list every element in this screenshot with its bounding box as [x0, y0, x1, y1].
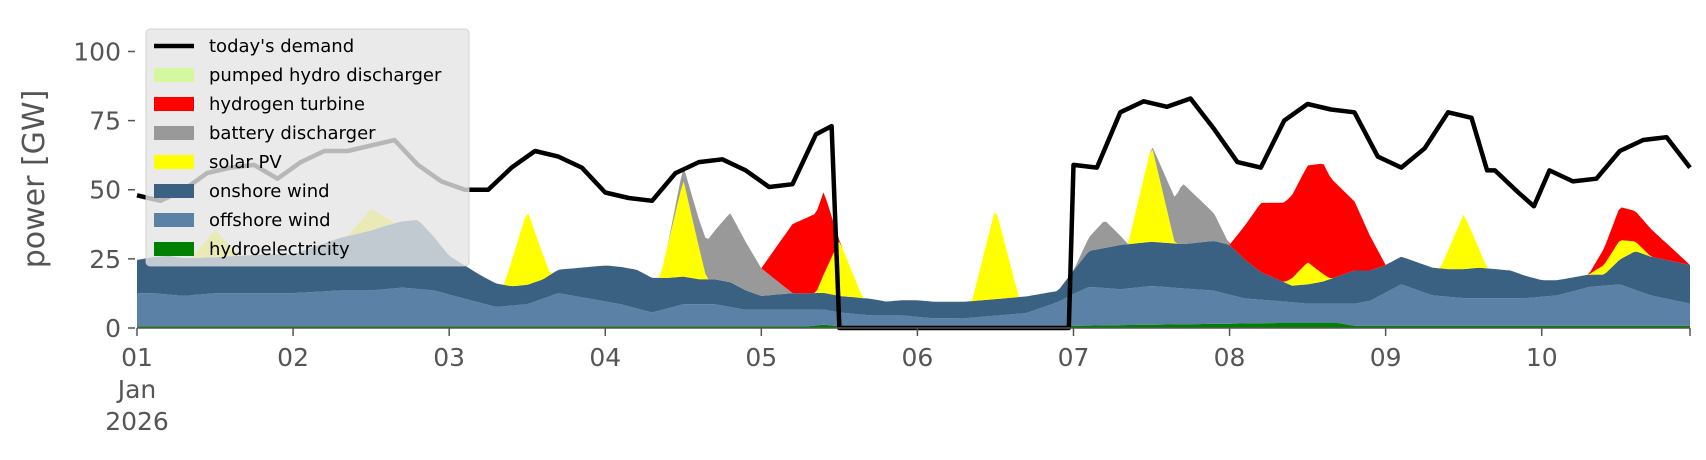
x-tick-label: 10 [1526, 343, 1558, 372]
area-hydrogen-turbine [137, 147, 1690, 302]
legend-label-pumped-hydro-discharger: pumped hydro discharger [209, 65, 442, 86]
legend-swatch-pumped-hydro-discharger [154, 68, 194, 82]
area-solar-pv [137, 149, 1690, 302]
legend-label-battery-discharger: battery discharger [209, 123, 376, 144]
legend-label-today-s-demand: today's demand [209, 36, 354, 57]
x-tick-label: 08 [1214, 343, 1246, 372]
legend-label-hydrogen-turbine: hydrogen turbine [209, 94, 365, 115]
legend: today's demand pumped hydro discharger hyd… [145, 28, 470, 267]
legend-swatch-hydroelectricity [154, 242, 194, 256]
y-tick-label: 100 [73, 37, 121, 66]
x-tick-label: 04 [589, 343, 621, 372]
y-tick-label: 25 [89, 245, 121, 274]
legend-label-hydroelectricity: hydroelectricity [209, 239, 350, 260]
x-tick-label: 01 [121, 343, 153, 372]
x-tick-label: 2026 [105, 407, 169, 436]
x-tick-label: 09 [1370, 343, 1402, 372]
x-tick-label: 06 [901, 343, 933, 372]
area-onshore-wind [137, 220, 1690, 319]
y-tick-label: 75 [89, 107, 121, 136]
legend-swatch-offshore-wind [154, 213, 194, 227]
legend-swatch-battery-discharger [154, 126, 194, 140]
legend-swatch-onshore-wind [154, 184, 194, 198]
y-tick-label: 0 [105, 314, 121, 343]
x-tick-label: Jan [116, 375, 157, 404]
legend-label-solar-pv: solar PV [209, 152, 282, 173]
x-tick-label: 02 [277, 343, 309, 372]
y-axis-label: power [GW] [17, 90, 52, 269]
legend-swatch-hydrogen-turbine [154, 97, 194, 111]
y-tick-label: 50 [89, 176, 121, 205]
x-tick-label: 05 [745, 343, 777, 372]
x-tick-label: 03 [433, 343, 465, 372]
legend-label-offshore-wind: offshore wind [209, 210, 331, 231]
stacked-areas [137, 147, 1690, 328]
x-tick-label: 07 [1058, 343, 1090, 372]
area-offshore-wind [137, 284, 1690, 327]
area-hydroelectricity [137, 323, 1690, 328]
legend-swatch-solar-pv [154, 155, 194, 169]
axes: 0 25 50 75 100 01 Jan 2026 02 03 04 05 06 07 08 09 10 pow… [17, 37, 1691, 436]
legend-label-onshore-wind: onshore wind [209, 181, 330, 202]
legend-box [145, 28, 470, 267]
